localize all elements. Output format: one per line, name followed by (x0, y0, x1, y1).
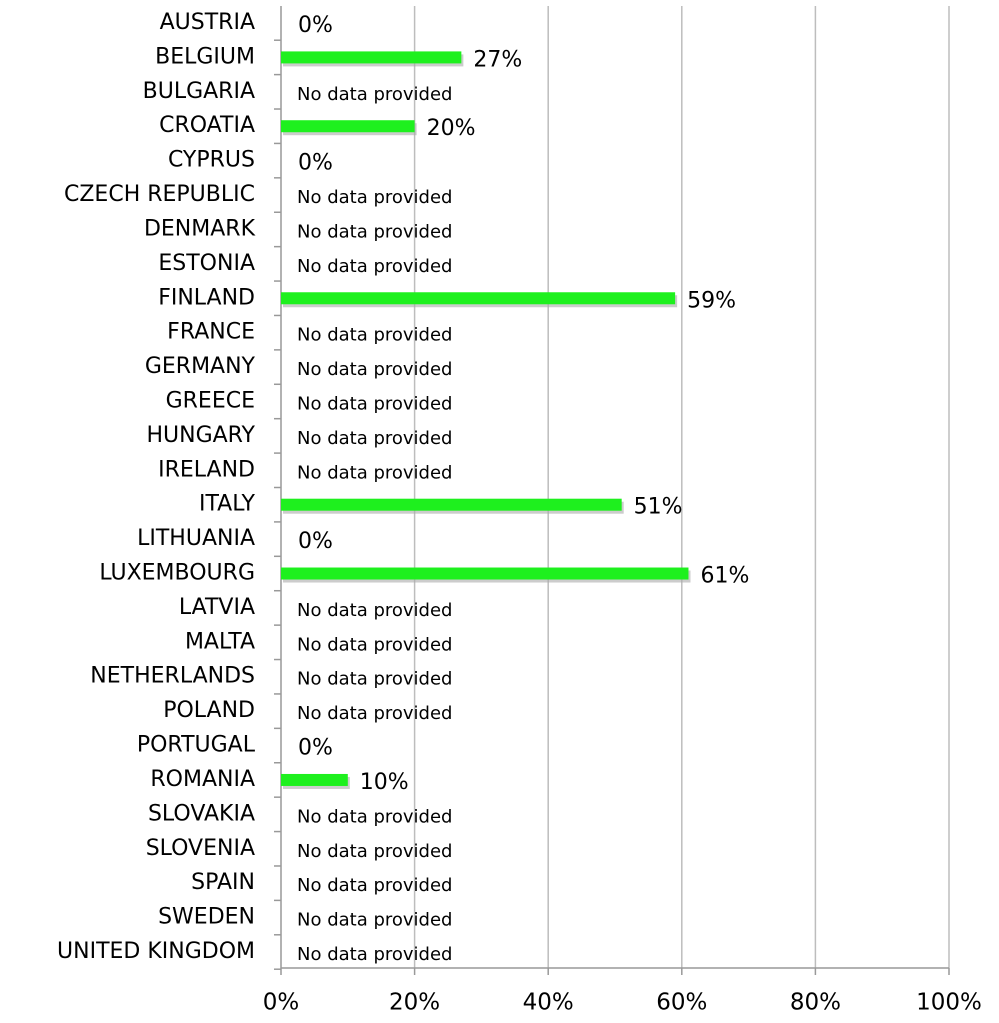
value-label: 59% (687, 288, 736, 313)
bar (281, 51, 462, 64)
value-label: No data provided (297, 634, 453, 655)
bar (281, 773, 348, 786)
y-tick-label: HUNGARY (146, 423, 255, 448)
bar (281, 120, 415, 133)
y-tick-label: ITALY (199, 492, 256, 517)
value-label: No data provided (297, 187, 453, 208)
value-label: No data provided (297, 669, 453, 690)
value-label: 0% (298, 736, 333, 761)
y-tick-label: NETHERLANDS (90, 664, 255, 689)
y-tick-label: SWEDEN (158, 905, 255, 930)
value-label: No data provided (297, 84, 453, 105)
value-label: No data provided (297, 325, 453, 346)
y-tick-label: DENMARK (144, 216, 256, 241)
value-label: No data provided (297, 256, 453, 277)
y-tick-label: SPAIN (191, 870, 255, 895)
value-label: 61% (700, 564, 749, 589)
value-label: No data provided (297, 600, 453, 621)
value-label: 0% (298, 151, 333, 176)
value-label: No data provided (297, 428, 453, 449)
x-tick-label: 40% (523, 990, 574, 1016)
bar (281, 567, 689, 580)
value-label: 27% (473, 47, 522, 72)
value-label: No data provided (297, 462, 453, 483)
y-tick-label: AUSTRIA (160, 10, 255, 35)
value-label: No data provided (297, 359, 453, 380)
y-tick-label: MALTA (185, 629, 255, 654)
value-label: No data provided (297, 944, 453, 965)
value-label: No data provided (297, 393, 453, 414)
y-tick-label: GERMANY (145, 354, 256, 379)
value-label: No data provided (297, 221, 453, 242)
y-tick-label: FRANCE (167, 320, 255, 345)
value-label: No data provided (297, 703, 453, 724)
y-tick-label: FINLAND (158, 285, 255, 310)
y-tick-label: LUXEMBOURG (99, 561, 255, 586)
x-tick-label: 0% (263, 990, 300, 1016)
bar (281, 498, 622, 511)
y-tick-label: BELGIUM (155, 44, 255, 69)
y-tick-label: UNITED KINGDOM (57, 939, 255, 964)
y-tick-label: LITHUANIA (137, 526, 255, 551)
y-tick-label: SLOVENIA (146, 836, 255, 861)
x-tick-label: 60% (656, 990, 707, 1016)
value-label: 51% (634, 495, 683, 520)
y-tick-label: PORTUGAL (137, 733, 256, 758)
bar (281, 292, 676, 305)
value-label: 0% (298, 13, 333, 38)
value-label: No data provided (297, 806, 453, 827)
y-tick-label: ROMANIA (150, 767, 255, 792)
y-tick-label: CROATIA (159, 113, 255, 138)
x-tick-label: 100% (916, 990, 982, 1016)
value-label: No data provided (297, 841, 453, 862)
y-tick-label: GREECE (166, 388, 255, 413)
y-tick-label: POLAND (163, 698, 255, 723)
value-label: No data provided (297, 875, 453, 896)
y-tick-label: ESTONIA (158, 251, 255, 276)
value-label: No data provided (297, 910, 453, 931)
y-tick-label: CYPRUS (168, 148, 255, 173)
x-tick-label: 20% (389, 990, 440, 1016)
y-tick-label: SLOVAKIA (148, 801, 255, 826)
y-tick-label: IRELAND (158, 457, 255, 482)
y-tick-label: CZECH REPUBLIC (64, 182, 255, 207)
y-tick-label: BULGARIA (143, 79, 255, 104)
value-label: 20% (427, 116, 476, 141)
y-tick-label: LATVIA (179, 595, 255, 620)
value-label: 0% (298, 529, 333, 554)
value-label: 10% (360, 770, 409, 795)
x-tick-label: 80% (790, 990, 841, 1016)
